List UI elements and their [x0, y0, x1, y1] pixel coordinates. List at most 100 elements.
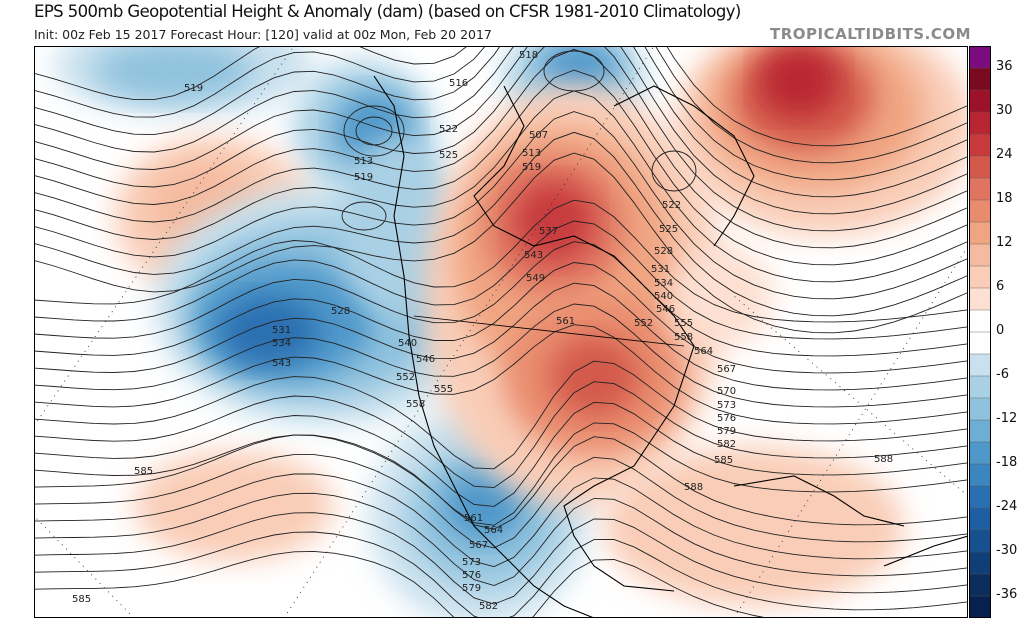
colorbar-label: -24 [996, 499, 1018, 514]
height-contour [34, 220, 968, 340]
contour-label: 555 [674, 318, 693, 329]
contour-label: 582 [479, 601, 498, 612]
contour-label: 513 [522, 148, 541, 159]
height-contour [34, 262, 968, 374]
height-contour [34, 46, 968, 198]
closed-contour [355, 116, 393, 146]
contour-label: 585 [714, 455, 733, 466]
height-contour [34, 550, 770, 618]
height-contour [34, 381, 968, 489]
colorbar-band [969, 507, 991, 531]
height-contour [34, 422, 968, 526]
height-contour [34, 152, 968, 334]
border-line [413, 315, 685, 347]
anomaly-region [539, 46, 619, 91]
contour-label: 522 [662, 200, 681, 211]
contour-label: 576 [717, 413, 736, 424]
height-contour [34, 46, 968, 232]
contour-label: 507 [529, 130, 548, 141]
colorbar-band [969, 441, 991, 465]
anomaly-region [134, 451, 334, 561]
height-contour [34, 324, 968, 425]
height-contour [34, 46, 968, 215]
contour-label: 558 [406, 399, 425, 410]
colorbar-band [969, 199, 991, 223]
colorbar-band [969, 551, 991, 575]
contour-label: 576 [462, 570, 481, 581]
height-contour [34, 401, 968, 507]
colorbar-band [969, 485, 991, 509]
colorbar-band [969, 573, 991, 597]
contour-label: 573 [462, 557, 481, 568]
contour-label: 585 [72, 594, 91, 605]
contour-label: 552 [634, 318, 653, 329]
colorbar-label: -12 [996, 411, 1018, 426]
contour-label: 567 [469, 540, 488, 551]
height-contour [34, 282, 968, 391]
contour-label: 582 [717, 439, 736, 450]
colorbar-label: -36 [996, 587, 1018, 602]
colorbar-band [969, 595, 991, 618]
contour-label: 579 [462, 583, 481, 594]
height-contour [34, 199, 968, 323]
contour-label: 543 [272, 358, 291, 369]
contour-label: 546 [656, 304, 675, 315]
anomaly-region [549, 336, 639, 416]
map-subtitle: Init: 00z Feb 15 2017 Forecast Hour: [12… [34, 27, 492, 42]
height-contour [34, 454, 968, 549]
contour-label: 558 [674, 332, 693, 343]
anomaly-region [674, 246, 774, 346]
height-anomaly-map: 519 516 518 513 519 522 525 507 513 519 537 543 549 5… [34, 46, 968, 618]
contour-label: 528 [331, 306, 350, 317]
colorbar-band [969, 111, 991, 135]
contour-label: 522 [439, 124, 458, 135]
contour-label: 525 [659, 224, 678, 235]
contour-label: 579 [717, 426, 736, 437]
contour-label: 570 [717, 386, 736, 397]
colorbar-label: 24 [996, 147, 1013, 162]
contour-label: 564 [694, 346, 713, 357]
contour-labels: 519 516 518 513 519 522 525 507 513 519 537 543 549 5… [72, 50, 893, 612]
coastline [473, 85, 695, 592]
height-contour [34, 48, 968, 249]
colorbar-label: 12 [996, 235, 1013, 250]
anomaly-region [759, 46, 839, 116]
contour-label: 546 [416, 354, 435, 365]
colorbar-band [969, 265, 991, 289]
contour-label: 519 [354, 172, 373, 183]
colorbar-label: -18 [996, 455, 1018, 470]
contour-label: 516 [449, 78, 468, 89]
colorbar [969, 46, 991, 618]
contour-label: 564 [484, 525, 503, 536]
height-contour [34, 131, 968, 317]
contour-label: 518 [519, 50, 538, 61]
coastline [883, 535, 968, 567]
coastline [373, 75, 595, 618]
height-contour [34, 303, 968, 408]
coastline [613, 85, 755, 247]
colorbar-band [969, 287, 991, 311]
contour-label: 519 [184, 83, 203, 94]
contour-label: 528 [654, 246, 673, 257]
contour-label: 555 [434, 384, 453, 395]
anomaly-shading [54, 46, 968, 618]
height-contour [34, 241, 968, 357]
closed-contour [543, 50, 605, 92]
height-contour [34, 111, 968, 300]
height-contour [34, 492, 968, 586]
height-contour [34, 531, 968, 618]
contour-label: 588 [684, 482, 703, 493]
colorbar-band [969, 155, 991, 179]
colorbar-label: 6 [996, 279, 1005, 294]
contour-label: 513 [354, 156, 373, 167]
colorbar-label: 18 [996, 191, 1013, 206]
contour-label: 525 [439, 150, 458, 161]
height-contour [34, 434, 968, 530]
height-contour [34, 360, 968, 470]
height-contour [34, 46, 968, 181]
colorbar-band [969, 353, 991, 377]
contour-label: 588 [874, 454, 893, 465]
height-contour [34, 46, 968, 147]
contour-label: 540 [654, 291, 673, 302]
contour-label: 549 [526, 273, 545, 284]
